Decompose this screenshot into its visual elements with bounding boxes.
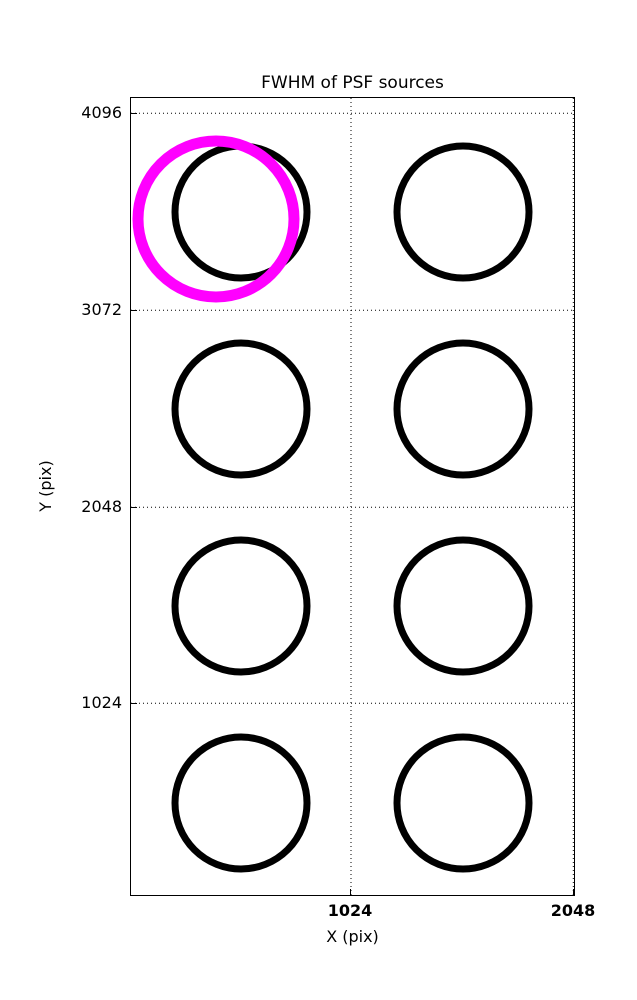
gridlines-vertical (350, 98, 574, 895)
chart-title: FWHM of PSF sources (261, 73, 444, 93)
psf-circle-outlier-highlight (132, 135, 300, 303)
ytick-labels: 4096 3072 2048 1024 (62, 0, 122, 1000)
psf-circle (171, 536, 311, 676)
xtick-mark-1024 (350, 889, 351, 896)
psf-circle (171, 339, 311, 479)
xtick-mark-2048 (573, 889, 574, 896)
psf-circle (171, 733, 311, 873)
psf-circle (393, 733, 533, 873)
xtick-label-1024: 1024 (327, 901, 373, 920)
ytick-label-4096: 4096 (81, 103, 122, 122)
y-axis-label: Y (pix) (36, 460, 55, 512)
xtick-label-2048: 2048 (550, 901, 596, 920)
ytick-mark-2048 (130, 507, 137, 508)
psf-circle (393, 339, 533, 479)
ytick-mark-1024 (130, 703, 137, 704)
psf-circles-black (171, 142, 533, 873)
ytick-label-1024: 1024 (81, 693, 122, 712)
x-axis-label: X (pix) (326, 927, 379, 946)
ytick-label-2048: 2048 (81, 497, 122, 516)
ytick-label-3072: 3072 (81, 300, 122, 319)
psf-circle (393, 536, 533, 676)
plot-svg (131, 98, 574, 895)
psf-circle (393, 142, 533, 282)
ytick-mark-4096 (130, 113, 137, 114)
ytick-mark-3072 (130, 310, 137, 311)
plot-area[interactable] (130, 97, 575, 896)
